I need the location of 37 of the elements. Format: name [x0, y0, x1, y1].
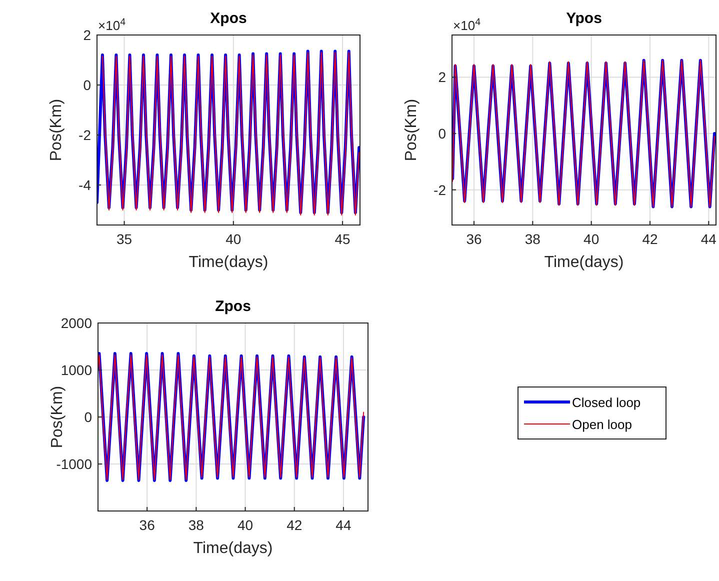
y-axis-title: Pos(Km): [48, 98, 65, 162]
x-tick-label: 44: [700, 231, 717, 247]
x-tick-label: 40: [584, 231, 600, 247]
y-tick-label: 1000: [60, 362, 92, 378]
x-axis-title: Time(days): [193, 540, 273, 557]
x-tick-label: 35: [116, 231, 132, 247]
y-tick-label: 2: [83, 27, 92, 43]
y-tick-label: 0: [438, 126, 446, 142]
x-axis-title: Time(days): [188, 254, 268, 271]
x-tick-label: 40: [237, 517, 254, 533]
x-tick-label: 38: [524, 231, 541, 247]
y-tick-label: 2000: [60, 315, 92, 331]
text: ×10$^{4}$: [98, 16, 126, 33]
text: ×10$^{4}$: [453, 16, 482, 33]
x-axis-title: Time(days): [544, 254, 624, 271]
y-tick-label: -4: [78, 177, 92, 193]
y-tick-label: -1000: [56, 456, 92, 472]
chart-title: Ypos: [566, 10, 602, 27]
y-tick-label: -2: [78, 127, 92, 143]
x-tick-label: 42: [642, 231, 658, 247]
y-tick-label: 2: [438, 69, 446, 86]
x-tick-label: 42: [286, 517, 302, 533]
x-tick-label: 40: [226, 231, 242, 247]
y-tick-label: 0: [83, 77, 92, 93]
x-tick-label: 38: [188, 517, 204, 533]
chart-title: Zpos: [215, 298, 251, 315]
y-tick-label: -2: [434, 182, 446, 198]
x-tick-label: 36: [139, 517, 156, 533]
y-tick-label: 0: [84, 409, 92, 425]
x-tick-label: 45: [334, 231, 351, 247]
legend-label: Open loop: [572, 417, 632, 432]
legend-label: Closed loop: [572, 395, 641, 410]
x-tick-label: 44: [336, 517, 352, 533]
chart-title: Xpos: [210, 10, 247, 27]
y-axis-title: Pos(Km): [403, 98, 420, 162]
x-tick-label: 36: [466, 231, 482, 247]
y-axis-title: Pos(Km): [49, 386, 66, 448]
